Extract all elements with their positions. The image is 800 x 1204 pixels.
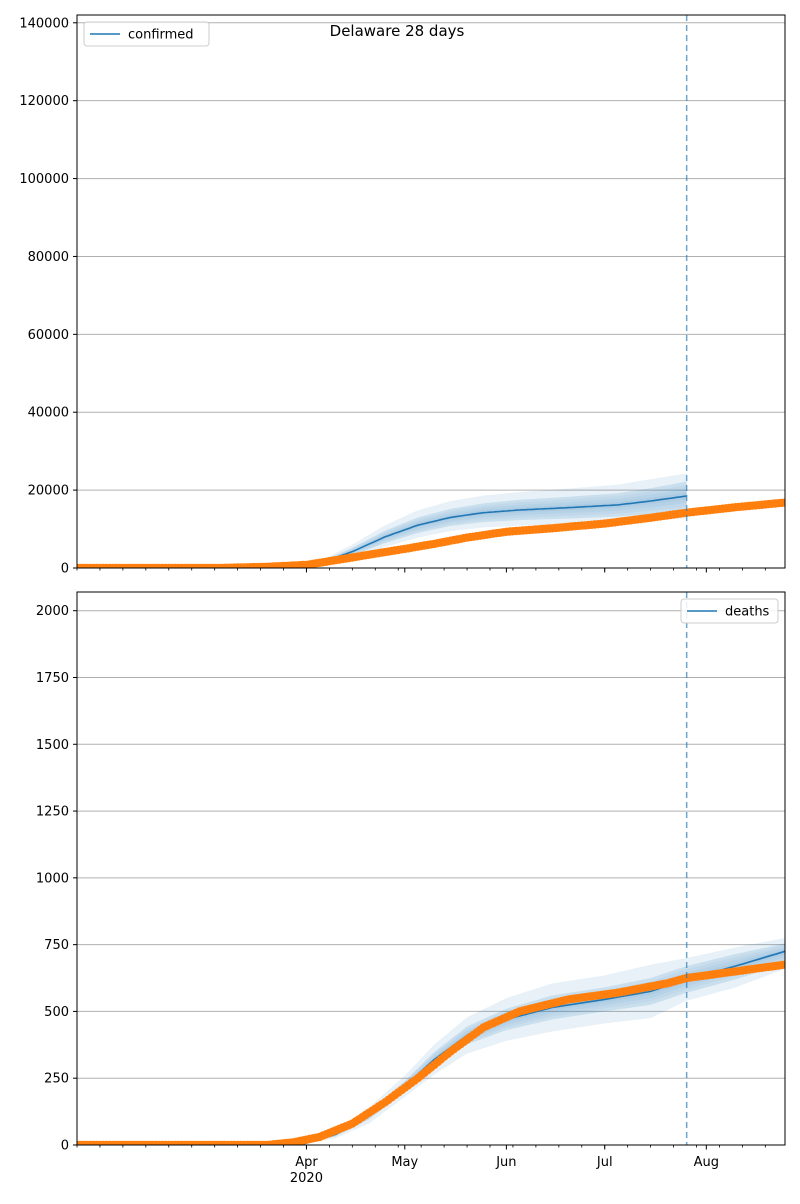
- y-tick-label: 60000: [28, 328, 69, 343]
- observed-point: [780, 498, 785, 507]
- confidence-band-inner: [299, 945, 785, 1145]
- y-tick-label: 40000: [28, 406, 69, 421]
- x-tick-label: Apr: [295, 1155, 318, 1170]
- axes-frame: [76, 14, 786, 569]
- y-tick-label: 250: [44, 1072, 69, 1087]
- y-tick-label: 1750: [36, 671, 69, 686]
- series-line-confirmed: [293, 495, 687, 568]
- figure-title: Delaware 28 days: [330, 22, 465, 40]
- confidence-band: [293, 481, 687, 568]
- confidence-band: [299, 943, 785, 1145]
- deaths-panel: 0 250 500 750 1000 1250 1500 1750 2000 Apr May Jun J…: [36, 591, 786, 1186]
- x-year-label: 2020: [290, 1171, 323, 1186]
- y-tick-label: 120000: [19, 94, 69, 109]
- plot-area: [77, 473, 785, 568]
- y-tick-label: 500: [44, 1005, 69, 1020]
- y-tick-label: 2000: [36, 604, 69, 619]
- confidence-band-inner: [293, 492, 687, 568]
- x-tick-label: Jul: [596, 1155, 613, 1170]
- legend-label: confirmed: [128, 28, 194, 43]
- legend-box: [83, 21, 210, 47]
- x-tick-label: Jun: [495, 1155, 516, 1170]
- y-tick-label: 1000: [36, 871, 69, 886]
- y-tick-label: 750: [44, 938, 69, 953]
- x-tick-label: Aug: [694, 1155, 719, 1170]
- observed-point: [780, 960, 785, 969]
- legend-label: deaths: [725, 605, 770, 620]
- y-tick-label: 20000: [28, 484, 69, 499]
- y-tick-label: 140000: [19, 16, 69, 31]
- y-tick-label: 100000: [19, 172, 69, 187]
- confidence-band: [293, 473, 687, 568]
- y-tick-label: 1250: [36, 805, 69, 820]
- y-tick-label: 80000: [28, 250, 69, 265]
- x-tick-label: May: [391, 1155, 418, 1170]
- plot-area: [77, 938, 785, 1145]
- y-tick-label: 0: [61, 562, 69, 577]
- axes-frame: [76, 591, 786, 1146]
- y-tick-label: 1500: [36, 738, 69, 753]
- y-tick-label: 0: [61, 1139, 69, 1154]
- confidence-band-inner: [293, 488, 687, 568]
- legend-box: [680, 598, 779, 624]
- confidence-band-inner: [299, 947, 785, 1145]
- confirmed-panel: 0 20000 40000 60000 80000 100000 120000 140000 c…: [19, 14, 786, 577]
- confidence-band: [299, 938, 785, 1145]
